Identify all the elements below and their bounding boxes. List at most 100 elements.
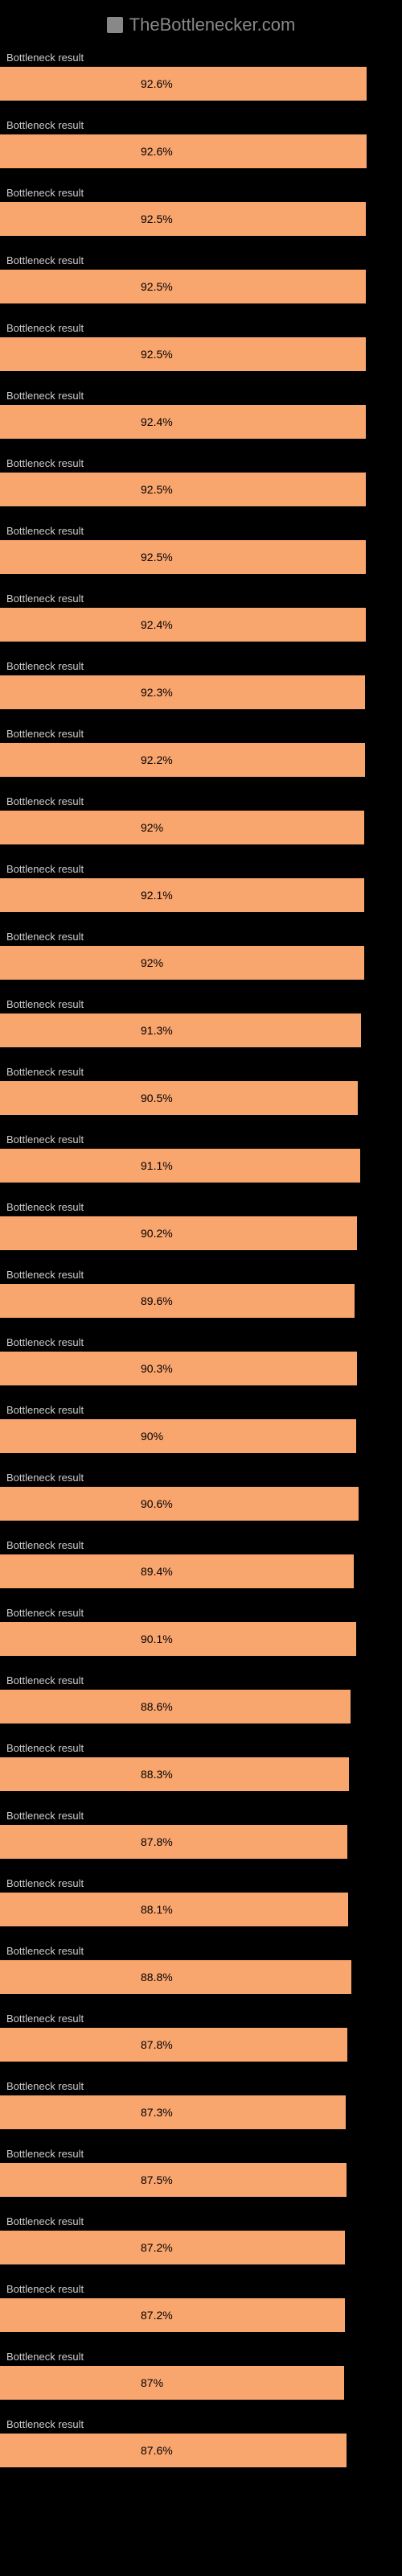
bar-wrapper: 92.6% — [0, 67, 402, 101]
chart-row: Bottleneck result 90.6% — [0, 1472, 402, 1521]
bar: 92.2% — [0, 743, 365, 777]
chart-row: Bottleneck result92.6% — [0, 52, 402, 101]
row-label: Bottleneck result — [0, 2418, 402, 2430]
row-label: Bottleneck result — [0, 2283, 402, 2295]
bar-wrapper: 91.3% — [0, 1013, 402, 1047]
bar-value: 92.5% — [141, 280, 173, 293]
bar-value: 90% — [141, 1430, 163, 1443]
bar-value: 92.5% — [141, 213, 173, 225]
bar: 92.5% — [0, 540, 366, 574]
row-label: Bottleneck result — [0, 119, 402, 131]
bar-value: 88.1% — [141, 1903, 173, 1916]
chart-row: Bottleneck result 87.6% — [0, 2418, 402, 2467]
chart-row: Bottleneck result92.4% — [0, 592, 402, 642]
bar: 91.3% — [0, 1013, 361, 1047]
chart-row: Bottleneck result87.8% — [0, 1810, 402, 1859]
bar: 87.3% — [0, 2095, 346, 2129]
row-label: Bottleneck result — [0, 2215, 402, 2227]
bar: 87.6% — [0, 2434, 347, 2467]
bar: 89.4% — [0, 1554, 354, 1588]
bar-value: 92.5% — [141, 551, 173, 564]
bar-wrapper: 92.4% — [0, 405, 402, 439]
chart-row: Bottleneck result 89.4% — [0, 1539, 402, 1588]
row-label: Bottleneck result — [0, 457, 402, 469]
bar-value: 88.6% — [141, 1700, 173, 1713]
bar-value: 90.6% — [141, 1497, 173, 1510]
bar-value: 92% — [141, 821, 163, 834]
bar: 92.6% — [0, 134, 367, 168]
bar-wrapper: 90.2% — [0, 1216, 402, 1250]
chart-row: Bottleneck result 90.3% — [0, 1336, 402, 1385]
bar-wrapper: 92.5% — [0, 540, 402, 574]
bar-value: 87.8% — [141, 2038, 173, 2051]
chart-row: Bottleneck result 92.5% — [0, 457, 402, 506]
bar-wrapper: 88.6% — [0, 1690, 402, 1724]
chart-row: Bottleneck result88.6% — [0, 1674, 402, 1724]
chart-row: Bottleneck result92.5% — [0, 187, 402, 236]
chart-row: Bottleneck result87.2% — [0, 2215, 402, 2264]
row-label: Bottleneck result — [0, 1404, 402, 1416]
bar: 90.2% — [0, 1216, 357, 1250]
bar-wrapper: 92.2% — [0, 743, 402, 777]
row-label: Bottleneck result — [0, 2080, 402, 2092]
bar-value: 91.3% — [141, 1024, 173, 1037]
bar: 90% — [0, 1419, 356, 1453]
row-label: Bottleneck result — [0, 1201, 402, 1213]
row-label: Bottleneck result — [0, 1877, 402, 1889]
bar-value: 87.5% — [141, 2174, 173, 2186]
row-label: Bottleneck result — [0, 795, 402, 807]
chart-row: Bottleneck result87% — [0, 2351, 402, 2400]
row-label: Bottleneck result — [0, 1539, 402, 1551]
bar-wrapper: 90.1% — [0, 1622, 402, 1656]
bar-value: 92.5% — [141, 348, 173, 361]
chart-row: Bottleneck result 87.3% — [0, 2080, 402, 2129]
bar: 87.5% — [0, 2163, 347, 2197]
row-label: Bottleneck result — [0, 660, 402, 672]
bar-value: 87.3% — [141, 2106, 173, 2119]
bar-value: 88.8% — [141, 1971, 173, 1984]
bar-wrapper: 92.5% — [0, 202, 402, 236]
chart-row: Bottleneck result 88.1% — [0, 1877, 402, 1926]
bar-value: 92.5% — [141, 483, 173, 496]
bar-wrapper: 87.3% — [0, 2095, 402, 2129]
bar: 92.5% — [0, 473, 366, 506]
bar-wrapper: 90.6% — [0, 1487, 402, 1521]
row-label: Bottleneck result — [0, 1133, 402, 1146]
bar: 92% — [0, 946, 364, 980]
row-label: Bottleneck result — [0, 1742, 402, 1754]
bar-wrapper: 90% — [0, 1419, 402, 1453]
bar-wrapper: 88.1% — [0, 1893, 402, 1926]
bar-value: 92.6% — [141, 77, 173, 90]
row-label: Bottleneck result — [0, 1607, 402, 1619]
bar-wrapper: 92.5% — [0, 270, 402, 303]
bar-wrapper: 92.6% — [0, 134, 402, 168]
bar: 92.5% — [0, 337, 366, 371]
chart-row: Bottleneck result92.5% — [0, 254, 402, 303]
bar-wrapper: 90.5% — [0, 1081, 402, 1115]
chart-row: Bottleneck result92.4% — [0, 390, 402, 439]
bar-wrapper: 92.4% — [0, 608, 402, 642]
chart-row: Bottleneck result 90% — [0, 1404, 402, 1453]
row-label: Bottleneck result — [0, 1472, 402, 1484]
chart-row: Bottleneck result 90.1% — [0, 1607, 402, 1656]
bar-wrapper: 92.3% — [0, 675, 402, 709]
page-header: TheBottlenecker.com — [0, 8, 402, 52]
bar-wrapper: 87.2% — [0, 2298, 402, 2332]
bar: 92.6% — [0, 67, 367, 101]
chart-row: Bottleneck result91.3% — [0, 998, 402, 1047]
bar-value: 90.5% — [141, 1092, 173, 1104]
chart-row: Bottleneck result92.1% — [0, 863, 402, 912]
bar-wrapper: 88.8% — [0, 1960, 402, 1994]
chart-row: Bottleneck result88.3% — [0, 1742, 402, 1791]
row-label: Bottleneck result — [0, 931, 402, 943]
row-label: Bottleneck result — [0, 1269, 402, 1281]
bar-wrapper: 90.3% — [0, 1352, 402, 1385]
row-label: Bottleneck result — [0, 322, 402, 334]
bar-value: 89.4% — [141, 1565, 173, 1578]
bar: 89.6% — [0, 1284, 355, 1318]
bar-value: 87% — [141, 2376, 163, 2389]
bar-value: 87.2% — [141, 2309, 173, 2322]
bar: 90.6% — [0, 1487, 359, 1521]
row-label: Bottleneck result — [0, 1336, 402, 1348]
bar: 87.2% — [0, 2298, 345, 2332]
